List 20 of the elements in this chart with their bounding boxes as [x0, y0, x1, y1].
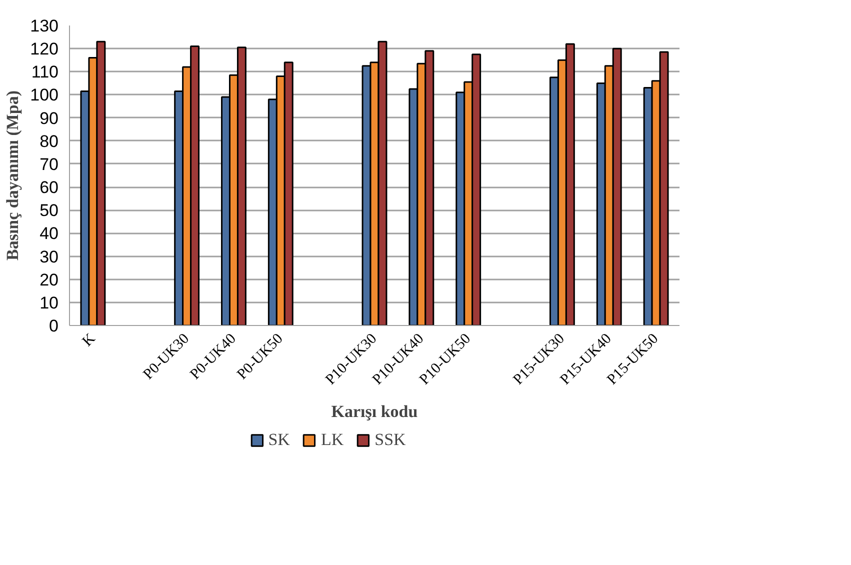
y-tick-label: 100: [30, 86, 59, 105]
legend-label: SK: [268, 430, 290, 450]
y-tick-label: 110: [31, 62, 59, 82]
y-tick-label: 90: [40, 108, 59, 128]
legend-label: LK: [320, 430, 344, 450]
y-tick-label: 70: [40, 154, 59, 174]
y-tick-label: 120: [30, 40, 59, 59]
y-tick-label: 0: [49, 316, 59, 336]
x-axis-title: Karışı kodu: [331, 402, 418, 421]
y-tick-label: 20: [40, 270, 59, 290]
y-tick-label: 60: [40, 178, 59, 198]
legend-label: SSK: [374, 430, 406, 450]
y-tick-label: 130: [30, 16, 59, 36]
y-tick-label: 40: [40, 224, 59, 244]
y-tick-label: 80: [40, 132, 59, 151]
x-tick-label: K: [80, 330, 99, 350]
y-tick-label: 30: [40, 247, 59, 266]
y-axis-title: Basınç dayanımı (Mpa): [3, 90, 22, 261]
y-tick-label: 50: [40, 201, 59, 220]
y-tick-label: 10: [40, 293, 59, 312]
